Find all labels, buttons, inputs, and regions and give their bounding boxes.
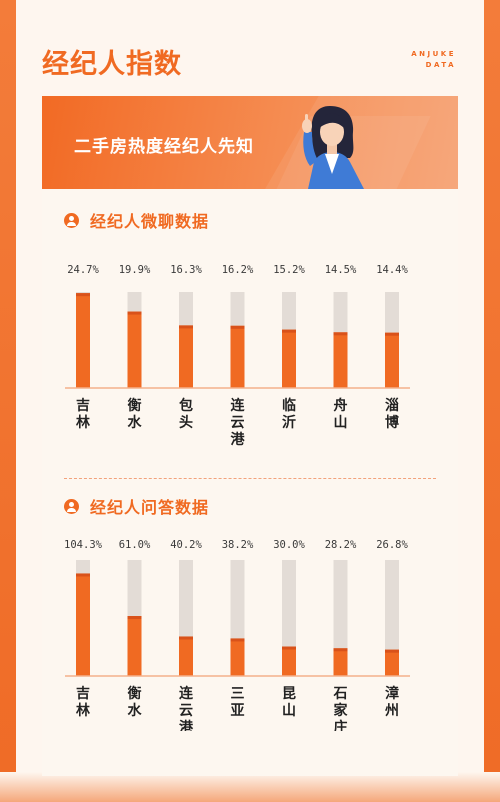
bar <box>127 616 142 676</box>
bar-cap <box>127 616 142 620</box>
right-border-strip <box>484 0 500 802</box>
brand-line-1: ANJUKE <box>411 50 456 58</box>
value-label: 24.7% <box>67 264 99 276</box>
content-card: 二手房热度经纪人先知 经纪人微聊数据 24.7% 吉林 19.9% 衡水 16.3% 包头… <box>42 96 458 776</box>
section-title: 经纪人微聊数据 <box>90 212 210 231</box>
value-label: 38.2% <box>222 539 254 551</box>
bottom-gradient-strip <box>0 772 500 802</box>
bar <box>230 325 245 388</box>
value-label: 28.2% <box>325 539 357 551</box>
value-label: 14.5% <box>325 264 357 276</box>
bar-cap <box>333 648 348 652</box>
bar-cap <box>333 332 348 336</box>
bar-cap <box>179 636 193 640</box>
brand-line-2: DATA <box>425 61 456 69</box>
value-label: 61.0% <box>119 539 151 551</box>
category-label: 漳州 <box>384 685 399 719</box>
value-label: 26.8% <box>376 539 408 551</box>
bar-cap <box>385 332 399 336</box>
value-label: 16.2% <box>222 264 254 276</box>
qa-data-bar-chart: 104.3% 吉林 61.0% 衡水 40.2% 连云港 38.2% 三亚 30.0% 昆山 28.… <box>64 539 410 731</box>
category-label: 舟山 <box>334 397 348 431</box>
bar-cap <box>385 649 399 653</box>
category-label: 石家庄 <box>333 686 349 731</box>
value-label: 104.3% <box>64 539 103 551</box>
category-label: 吉林 <box>76 397 90 431</box>
brand-logo: ANJUKE DATA <box>411 49 456 71</box>
agent-avatar-icon <box>64 498 79 514</box>
agent-illustration <box>302 106 364 189</box>
bar <box>282 329 296 388</box>
section-header-chat: 经纪人微聊数据 <box>64 210 210 231</box>
bar <box>230 638 245 676</box>
bar <box>127 311 142 388</box>
category-label: 淄博 <box>385 397 399 431</box>
bar <box>385 332 399 388</box>
bar <box>282 646 296 676</box>
category-label: 临沂 <box>282 397 296 431</box>
bar-track <box>333 560 348 676</box>
value-label: 15.2% <box>273 264 305 276</box>
category-label: 连云港 <box>231 397 246 448</box>
category-label: 昆山 <box>282 686 296 719</box>
agent-avatar-icon <box>64 212 79 228</box>
bar <box>179 636 193 676</box>
section-title: 经纪人问答数据 <box>90 498 210 517</box>
bar <box>385 649 399 676</box>
bar-cap <box>179 325 193 329</box>
bar <box>76 293 90 388</box>
bar-cap <box>282 329 296 333</box>
page-title: 经纪人指数 <box>42 49 182 80</box>
bar-cap <box>76 573 90 577</box>
value-label: 16.3% <box>170 264 202 276</box>
category-label: 衡水 <box>128 685 143 719</box>
bar-track <box>385 560 399 676</box>
category-label: 连云港 <box>179 685 194 731</box>
bar-cap <box>127 311 142 315</box>
value-label: 40.2% <box>170 539 202 551</box>
bar-cap <box>76 293 90 297</box>
value-label: 30.0% <box>273 539 305 551</box>
bar-cap <box>282 646 296 650</box>
value-label: 19.9% <box>119 264 151 276</box>
bar <box>333 332 348 388</box>
category-label: 衡水 <box>128 397 143 431</box>
bar-cap <box>230 325 245 329</box>
bar-cap <box>230 638 245 642</box>
category-label: 三亚 <box>231 686 245 719</box>
left-border-strip <box>0 0 16 802</box>
bar <box>179 325 193 388</box>
section-divider <box>64 478 436 479</box>
banner: 二手房热度经纪人先知 <box>42 96 458 189</box>
value-label: 14.4% <box>376 264 408 276</box>
banner-title: 二手房热度经纪人先知 <box>74 137 254 157</box>
section-header-qa: 经纪人问答数据 <box>64 496 210 517</box>
category-label: 包头 <box>179 397 193 431</box>
category-label: 吉林 <box>76 685 90 719</box>
bar <box>333 648 348 676</box>
bar <box>76 573 90 676</box>
chat-data-bar-chart: 24.7% 吉林 19.9% 衡水 16.3% 包头 16.2% 连云港 15.2% 临沂 14.5… <box>65 264 410 448</box>
